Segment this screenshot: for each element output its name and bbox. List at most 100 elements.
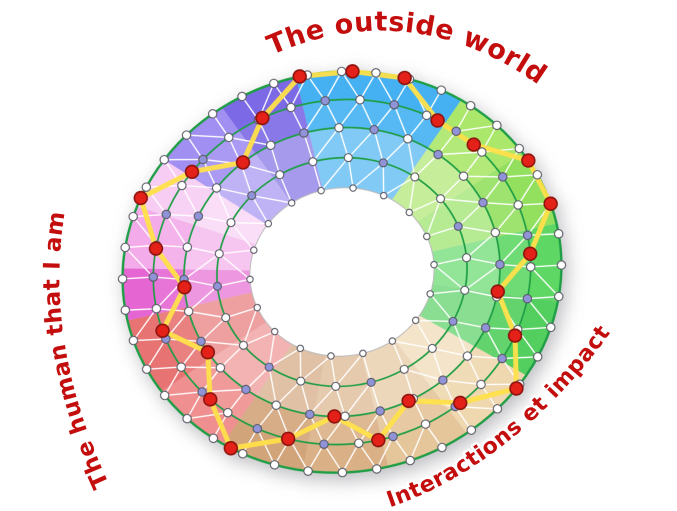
white-node <box>355 95 365 105</box>
white-node <box>477 147 487 157</box>
white-node <box>250 246 258 254</box>
red-node <box>133 190 148 206</box>
white-node <box>159 154 169 165</box>
white-node <box>337 467 348 478</box>
red-node <box>292 69 307 84</box>
white-node <box>423 232 431 241</box>
purple-node <box>252 423 263 434</box>
purple-node <box>389 99 399 110</box>
white-node <box>159 390 170 401</box>
white-node <box>265 140 276 151</box>
white-node <box>532 352 543 362</box>
white-node <box>492 404 503 414</box>
label-human-that-i-am: The human that I am <box>39 210 114 493</box>
white-node <box>462 351 473 361</box>
purple-node <box>299 128 309 138</box>
red-node <box>523 246 538 262</box>
purple-node <box>378 158 388 168</box>
purple-node <box>161 209 172 220</box>
sector-purple-dark <box>222 77 323 203</box>
white-node <box>183 306 194 317</box>
inner-tint-0 <box>153 99 531 445</box>
white-node <box>237 449 248 459</box>
red-node <box>184 164 200 180</box>
red-node <box>466 137 481 152</box>
white-node <box>237 91 247 102</box>
red-node <box>327 409 342 424</box>
inner-tint-1 <box>184 127 500 417</box>
white-node <box>421 110 432 121</box>
white-node <box>492 120 502 131</box>
white-node <box>379 191 388 200</box>
white-node <box>388 337 397 345</box>
purple-node <box>497 353 507 364</box>
white-node <box>151 303 162 314</box>
white-node <box>403 134 413 144</box>
white-node <box>461 253 472 263</box>
white-node <box>399 364 409 374</box>
white-node <box>410 172 420 182</box>
white-node <box>405 208 414 217</box>
white-node <box>437 442 447 453</box>
white-node <box>514 143 525 154</box>
red-node <box>490 284 505 299</box>
white-node <box>223 407 233 418</box>
mesh-lines <box>121 70 563 474</box>
sector-blue <box>295 71 462 200</box>
white-node <box>466 425 477 435</box>
white-node <box>182 242 193 252</box>
red-node <box>521 153 536 168</box>
white-node <box>317 186 325 195</box>
sector-salmon-1 <box>161 322 292 444</box>
red-node <box>235 155 251 170</box>
red-node <box>255 110 270 126</box>
purple-node <box>196 336 206 347</box>
white-node <box>120 305 131 315</box>
purple-node <box>369 124 379 135</box>
white-node <box>120 242 130 253</box>
white-node <box>405 455 415 466</box>
red-node <box>509 381 524 396</box>
white-node <box>308 157 318 167</box>
purple-node <box>453 221 463 231</box>
white-node <box>177 180 187 191</box>
white-node <box>117 274 128 284</box>
white-node <box>430 260 438 269</box>
white-node <box>296 344 305 353</box>
purple-node <box>480 323 491 333</box>
white-node <box>224 132 234 143</box>
white-node <box>532 170 543 180</box>
white-node <box>286 102 296 113</box>
red-node <box>148 241 164 256</box>
purple-node <box>320 95 330 106</box>
red-node <box>430 113 445 128</box>
purple-node <box>198 154 208 165</box>
white-node <box>141 364 152 374</box>
white-node <box>354 438 364 449</box>
white-node <box>208 433 219 444</box>
white-node <box>176 362 186 372</box>
white-node <box>525 262 536 272</box>
white-node <box>246 275 254 284</box>
white-node <box>331 381 341 391</box>
white-node <box>264 219 273 228</box>
red-node <box>280 431 296 447</box>
white-node <box>270 327 279 336</box>
purple-node <box>319 439 329 449</box>
white-node <box>128 211 138 222</box>
purple-node <box>193 211 204 221</box>
purple-node <box>451 126 461 137</box>
donut <box>117 64 567 478</box>
red-node <box>203 392 218 407</box>
purple-node <box>433 149 443 160</box>
sector-green-light-1 <box>392 100 523 222</box>
white-node <box>334 122 344 133</box>
purple-node <box>366 377 376 387</box>
red-node <box>345 64 360 79</box>
red-node <box>507 328 523 343</box>
red-node <box>397 70 412 86</box>
hole <box>249 187 435 357</box>
red-node <box>177 280 192 295</box>
white-node <box>303 466 313 476</box>
purple-node <box>498 172 508 182</box>
